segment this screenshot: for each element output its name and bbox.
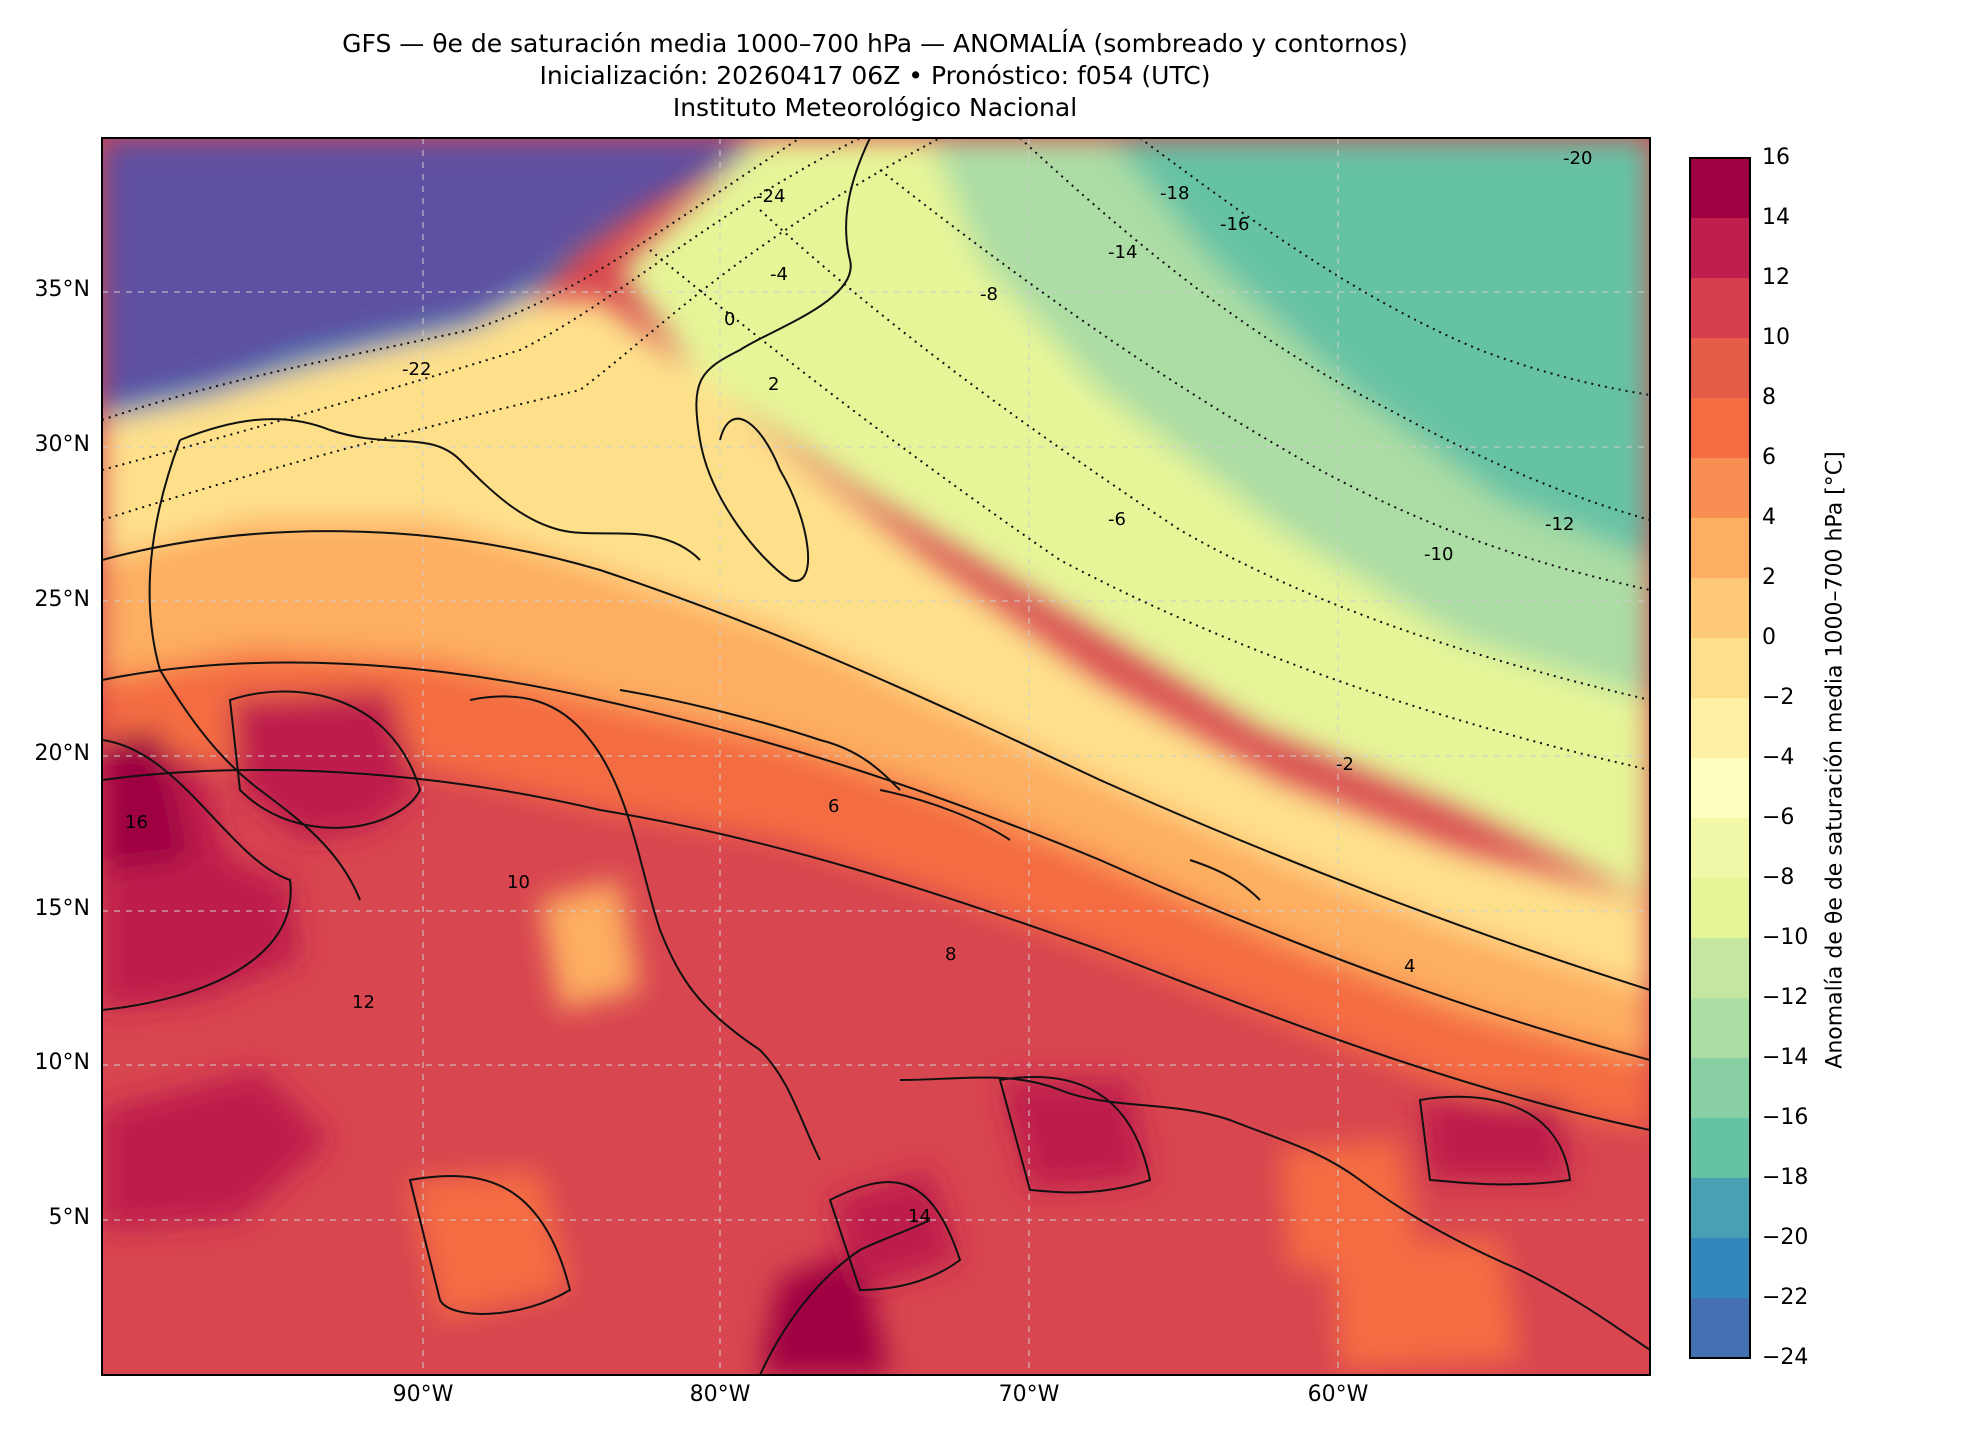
colorbar-tick-minus-4: −4 xyxy=(1762,745,1795,770)
contour-labels: -24 -22 -20 -18 -16 -14 -12 -10 -8 -6 -4… xyxy=(125,148,1592,1227)
map-field: -24 -22 -20 -18 -16 -14 -12 -10 -8 -6 -4… xyxy=(102,138,1650,1375)
contour-label-8: 8 xyxy=(945,944,956,965)
map-frame xyxy=(101,137,1651,1376)
colorbar-tick-6: 6 xyxy=(1762,445,1776,470)
colorbar-tick-minus-6: −6 xyxy=(1762,805,1795,830)
colorbar-tick-4: 4 xyxy=(1762,505,1776,530)
colorbar-tick-minus-22: −22 xyxy=(1762,1285,1809,1310)
graticule xyxy=(102,138,1650,1375)
lon-label-60w: 60°W xyxy=(1307,1382,1369,1407)
lat-label-5n: 5°N xyxy=(48,1205,90,1230)
lat-label-10n: 10°N xyxy=(34,1050,90,1075)
colorbar-tick-minus-10: −10 xyxy=(1762,925,1809,950)
colorbar-tick-minus-12: −12 xyxy=(1762,985,1809,1010)
contour-label-n12: -12 xyxy=(1545,514,1574,535)
colorbar-tick-2: 2 xyxy=(1762,565,1776,590)
contour-label-n18: -18 xyxy=(1160,183,1189,204)
lat-label-25n: 25°N xyxy=(34,587,90,612)
colorbar-tick-minus-14: −14 xyxy=(1762,1045,1809,1070)
colorbar-tick-10: 10 xyxy=(1762,325,1790,350)
colorbar-tick-14: 14 xyxy=(1762,205,1790,230)
lon-label-90w: 90°W xyxy=(392,1382,454,1407)
contour-label-n22: -22 xyxy=(402,359,431,380)
contour-label-4: 4 xyxy=(1404,956,1415,977)
lat-label-15n: 15°N xyxy=(34,896,90,921)
colorbar-tick-12: 12 xyxy=(1762,265,1790,290)
contour-label-n4: -4 xyxy=(770,264,788,285)
contour-label-n24: -24 xyxy=(756,186,785,207)
title-line-3: Instituto Meteorológico Nacional xyxy=(672,93,1078,122)
contour-label-0: 0 xyxy=(724,309,735,330)
contour-label-2: 2 xyxy=(768,374,779,395)
colorbar xyxy=(1689,157,1751,1359)
contour-label-6: 6 xyxy=(828,796,839,817)
colorbar-tick-0: 0 xyxy=(1762,625,1776,650)
lat-label-30n: 30°N xyxy=(34,432,90,457)
lat-label-20n: 20°N xyxy=(34,741,90,766)
lon-label-80w: 80°W xyxy=(689,1382,751,1407)
contour-label-n2: -2 xyxy=(1336,754,1354,775)
lat-label-35n: 35°N xyxy=(34,277,90,302)
colorbar-title: Anomalía de θe de saturación media 1000–… xyxy=(1822,451,1848,1069)
title-line-1: GFS — θe de saturación media 1000–700 hP… xyxy=(342,29,1408,58)
colorbar-tick-minus-8: −8 xyxy=(1762,865,1795,890)
title-line-2: Inicialización: 20260417 06Z • Pronóstic… xyxy=(539,61,1211,90)
contour-label-n10: -10 xyxy=(1424,544,1453,565)
colorbar-tick-minus-24: −24 xyxy=(1762,1345,1809,1370)
solid-positive-contours xyxy=(102,530,1650,1315)
contour-label-10: 10 xyxy=(507,872,530,893)
colorbar-tick-minus-18: −18 xyxy=(1762,1165,1809,1190)
lon-label-70w: 70°W xyxy=(998,1382,1060,1407)
contour-label-16: 16 xyxy=(125,812,148,833)
contour-label-n20: -20 xyxy=(1563,148,1592,169)
colorbar-tick-16: 16 xyxy=(1762,145,1790,170)
colorbar-tick-minus-16: −16 xyxy=(1762,1105,1809,1130)
colorbar-tick-minus-2: −2 xyxy=(1762,685,1795,710)
contour-label-n6: -6 xyxy=(1108,509,1126,530)
contour-label-14: 14 xyxy=(908,1206,931,1227)
contour-label-n14: -14 xyxy=(1108,242,1137,263)
contour-label-12: 12 xyxy=(352,992,375,1013)
contour-label-n8: -8 xyxy=(980,284,998,305)
dotted-negative-contours xyxy=(102,138,1650,771)
colorbar-tick-8: 8 xyxy=(1762,385,1776,410)
colorbar-tick-minus-20: −20 xyxy=(1762,1225,1809,1250)
contour-label-n16: -16 xyxy=(1220,214,1249,235)
coastlines xyxy=(148,138,1650,1375)
figure-title: GFS — θe de saturación media 1000–700 hP… xyxy=(0,28,1750,124)
